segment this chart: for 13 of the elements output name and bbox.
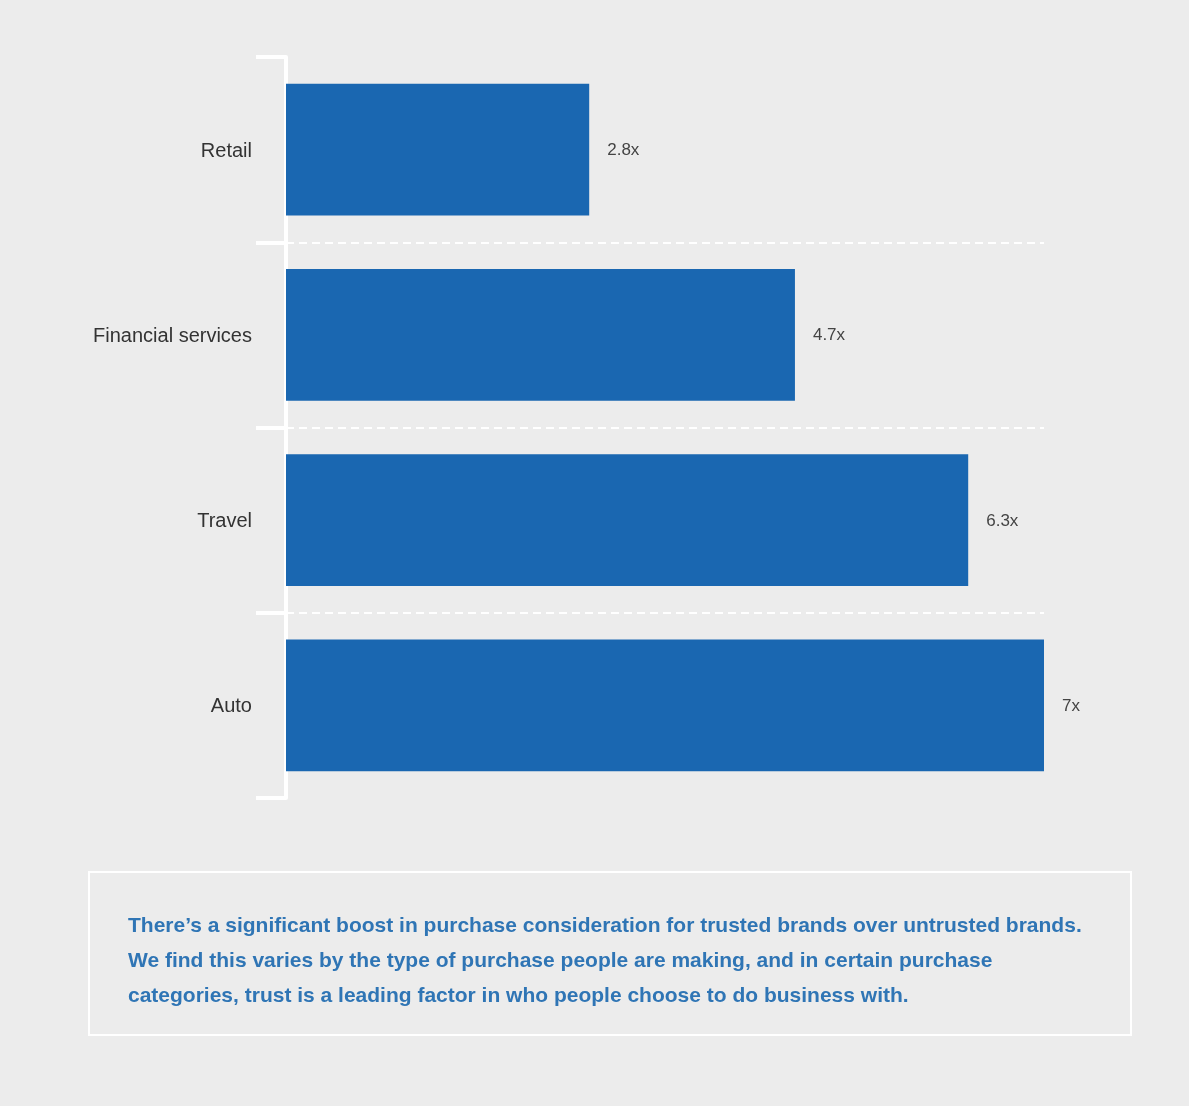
data-label: 7x [1062, 695, 1081, 715]
data-label: 4.7x [812, 325, 846, 345]
text: There’s a significant boost in purchase consideration for trusted brands over untrusted brands. We find this varies by the type of purchase people are making, and in certain purchase categories, trust is a leading factor in who people choose to do business with. [128, 912, 1083, 1008]
y-tick-label: Auto [210, 694, 252, 717]
bar [286, 83, 590, 216]
bar [286, 269, 795, 401]
bar [286, 454, 969, 586]
data-label: 6.3x [986, 510, 1019, 530]
data-label: 2.8x [607, 140, 640, 160]
y-tick-label: Travel [197, 509, 252, 532]
bar [286, 639, 1044, 772]
y-tick-label: Financial services [93, 323, 252, 346]
y-tick-label: Retail [200, 138, 252, 161]
